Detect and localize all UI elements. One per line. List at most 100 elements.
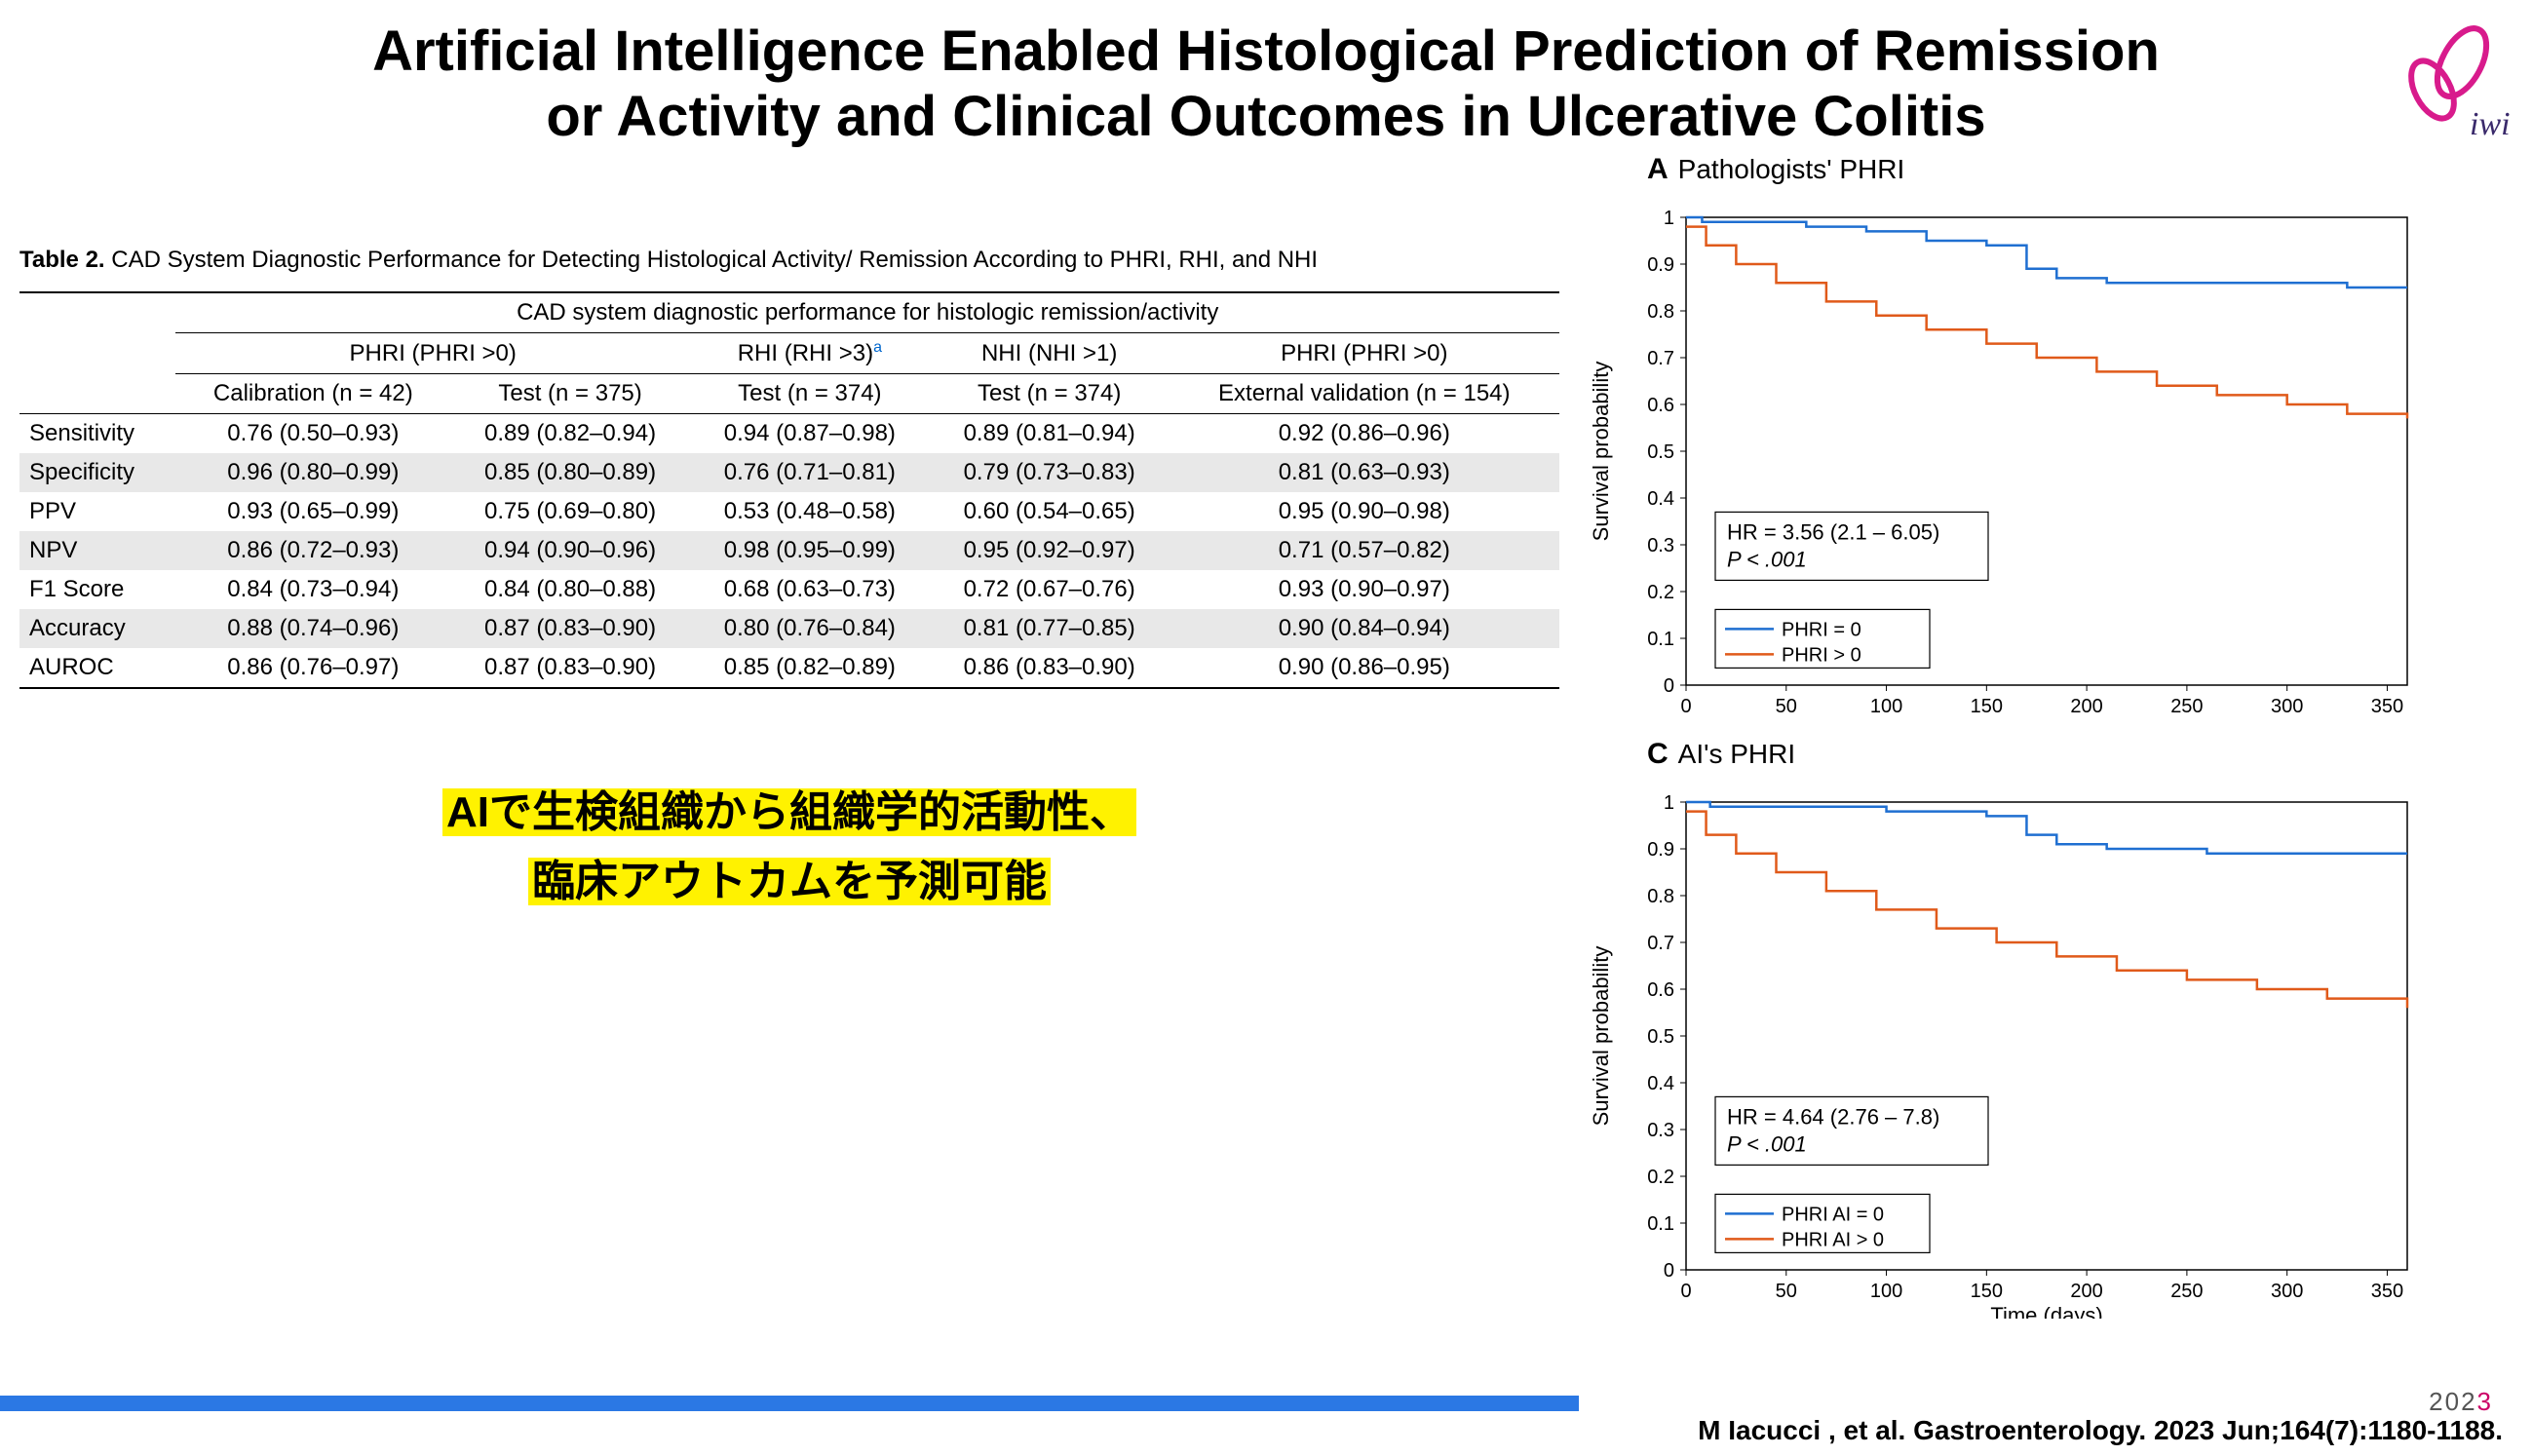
svg-text:150: 150 (1971, 1281, 2003, 1302)
chart-a-title: APathologists' PHRI (1647, 153, 2495, 186)
table-row: Accuracy0.88 (0.74–0.96)0.87 (0.83–0.90)… (19, 609, 1559, 648)
cell: 0.89 (0.81–0.94) (930, 414, 1170, 454)
cell: 0.89 (0.82–0.94) (450, 414, 690, 454)
main-content: Table 2. CAD System Diagnostic Performan… (0, 149, 2532, 1319)
cell: 0.81 (0.77–0.85) (930, 609, 1170, 648)
cell: 0.90 (0.84–0.94) (1170, 609, 1559, 648)
svg-text:0.3: 0.3 (1647, 535, 1674, 556)
row-label: F1 Score (19, 570, 175, 609)
chart-c-title: CAI's PHRI (1647, 738, 2495, 771)
cell: 0.71 (0.57–0.82) (1170, 531, 1559, 570)
svg-text:250: 250 (2170, 696, 2203, 717)
logo: iwi (2376, 19, 2513, 156)
row-label: PPV (19, 492, 175, 531)
svg-text:0.7: 0.7 (1647, 348, 1674, 369)
gh-2: NHI (NHI >1) (930, 333, 1170, 374)
table-caption-bold: Table 2. (19, 247, 105, 273)
svg-text:350: 350 (2371, 696, 2403, 717)
cell: 0.75 (0.69–0.80) (450, 492, 690, 531)
right-column: APathologists' PHRI 0 0.1 0.2 0.3 0.4 0.5 0.6 0… (1559, 149, 2495, 1319)
svg-text:0.8: 0.8 (1647, 886, 1674, 907)
svg-text:0.5: 0.5 (1647, 441, 1674, 463)
svg-text:0: 0 (1680, 1281, 1691, 1302)
table-row: NPV0.86 (0.72–0.93)0.94 (0.90–0.96)0.98 … (19, 531, 1559, 570)
table-row: Sensitivity0.76 (0.50–0.93)0.89 (0.82–0.… (19, 414, 1559, 454)
performance-table: CAD system diagnostic performance for hi… (19, 291, 1559, 701)
svg-text:200: 200 (2070, 696, 2102, 717)
cell: 0.86 (0.72–0.93) (175, 531, 450, 570)
cell: 0.76 (0.71–0.81) (690, 453, 930, 492)
cell: 0.93 (0.90–0.97) (1170, 570, 1559, 609)
row-label: Specificity (19, 453, 175, 492)
svg-text:0.2: 0.2 (1647, 582, 1674, 603)
svg-text:HR = 4.64 (2.76 – 7.8): HR = 4.64 (2.76 – 7.8) (1727, 1105, 1939, 1130)
cell: 0.98 (0.95–0.99) (690, 531, 930, 570)
cell: 0.96 (0.80–0.99) (175, 453, 450, 492)
svg-text:0.5: 0.5 (1647, 1026, 1674, 1048)
svg-text:0.8: 0.8 (1647, 301, 1674, 323)
cell: 0.95 (0.90–0.98) (1170, 492, 1559, 531)
svg-text:PHRI AI > 0: PHRI AI > 0 (1782, 1230, 1884, 1251)
cell: 0.84 (0.80–0.88) (450, 570, 690, 609)
cell: 0.94 (0.90–0.96) (450, 531, 690, 570)
svg-text:HR = 3.56 (2.1 – 6.05): HR = 3.56 (2.1 – 6.05) (1727, 520, 1939, 545)
table-row: PPV0.93 (0.65–0.99)0.75 (0.69–0.80)0.53 … (19, 492, 1559, 531)
highlight-line2: 臨床アウトカムを予測可能 (528, 858, 1051, 905)
gh-1: RHI (RHI >3)a (690, 333, 930, 374)
highlight-block: AIで生検組織から組織学的活動性、 臨床アウトカムを予測可能 (19, 779, 1559, 916)
cell: 0.94 (0.87–0.98) (690, 414, 930, 454)
title-line1: Artificial Intelligence Enabled Histolog… (372, 19, 2160, 83)
svg-text:0.2: 0.2 (1647, 1167, 1674, 1188)
year-tag: 2023 (2429, 1387, 2493, 1417)
row-label: Sensitivity (19, 414, 175, 454)
svg-text:0.6: 0.6 (1647, 395, 1674, 416)
svg-text:0: 0 (1680, 696, 1691, 717)
cell: 0.92 (0.86–0.96) (1170, 414, 1559, 454)
sh-0: Calibration (n = 42) (175, 374, 450, 414)
svg-text:250: 250 (2170, 1281, 2203, 1302)
svg-text:1: 1 (1664, 208, 1674, 229)
svg-text:P < .001: P < .001 (1727, 1132, 1807, 1157)
sh-1: Test (n = 375) (450, 374, 690, 414)
footer-bluebar (0, 1396, 1579, 1411)
logo-text: iwi (2470, 106, 2511, 142)
title-line2: or Activity and Clinical Outcomes in Ulc… (546, 85, 1985, 148)
cell: 0.90 (0.86–0.95) (1170, 648, 1559, 688)
svg-text:0.4: 0.4 (1647, 1073, 1674, 1094)
svg-text:0: 0 (1664, 675, 1674, 697)
chart-c: 00.10.20.30.40.50.60.70.80.9105010015020… (1579, 773, 2436, 1319)
svg-text:P < .001: P < .001 (1727, 548, 1807, 572)
svg-text:300: 300 (2271, 1281, 2303, 1302)
citation: M Iacucci , et al. Gastroenterology. 202… (1698, 1415, 2503, 1446)
svg-text:PHRI = 0: PHRI = 0 (1782, 620, 1861, 641)
cell: 0.93 (0.65–0.99) (175, 492, 450, 531)
cell: 0.79 (0.73–0.83) (930, 453, 1170, 492)
svg-text:0.9: 0.9 (1647, 254, 1674, 276)
svg-text:150: 150 (1971, 696, 2003, 717)
cell: 0.88 (0.74–0.96) (175, 609, 450, 648)
svg-text:0.1: 0.1 (1647, 629, 1674, 650)
gh-3: PHRI (PHRI >0) (1170, 333, 1559, 374)
cell: 0.80 (0.76–0.84) (690, 609, 930, 648)
cell: 0.53 (0.48–0.58) (690, 492, 930, 531)
page-title: Artificial Intelligence Enabled Histolog… (0, 0, 2532, 149)
svg-text:0.9: 0.9 (1647, 839, 1674, 861)
cell: 0.60 (0.54–0.65) (930, 492, 1170, 531)
cell: 0.95 (0.92–0.97) (930, 531, 1170, 570)
chart-a-wrap: APathologists' PHRI 00.10.20.30.40.50.60… (1579, 153, 2495, 734)
sh-4: External validation (n = 154) (1170, 374, 1559, 414)
cell: 0.85 (0.82–0.89) (690, 648, 930, 688)
cell: 0.68 (0.63–0.73) (690, 570, 930, 609)
svg-text:Time (days): Time (days) (1990, 1303, 2102, 1319)
table-row: Specificity0.96 (0.80–0.99)0.85 (0.80–0.… (19, 453, 1559, 492)
cell: 0.87 (0.83–0.90) (450, 609, 690, 648)
row-label: AUROC (19, 648, 175, 688)
cell: 0.84 (0.73–0.94) (175, 570, 450, 609)
svg-text:200: 200 (2070, 1281, 2102, 1302)
sh-2: Test (n = 374) (690, 374, 930, 414)
svg-text:50: 50 (1776, 1281, 1797, 1302)
super-header: CAD system diagnostic performance for hi… (175, 292, 1559, 333)
svg-text:100: 100 (1870, 696, 1902, 717)
svg-text:1: 1 (1664, 792, 1674, 814)
svg-text:Survival probability: Survival probability (1589, 946, 1613, 1127)
